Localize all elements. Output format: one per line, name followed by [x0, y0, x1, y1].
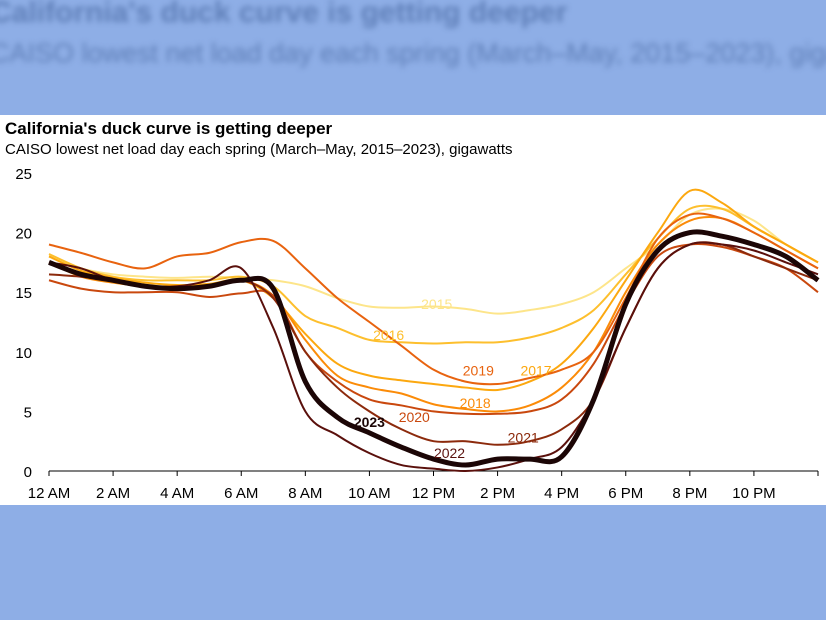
x-tick-label: 8 PM [672, 485, 707, 502]
chart-card: California's duck curve is getting deepe… [0, 115, 826, 505]
series-line-2023 [48, 229, 820, 468]
duck-curve-chart: 0 5 10 15 20 25 12 AM 2 AM 4 AM 6 AM 8 AM 10 AM 12 P… [15, 166, 820, 502]
series-label-2018: 2018 [460, 395, 491, 411]
series-label-2015: 2015 [421, 296, 452, 312]
series-label-2016: 2016 [373, 327, 404, 343]
x-tick-label: 12 PM [412, 485, 455, 502]
series-line-2019 [48, 212, 819, 386]
series-label-2019: 2019 [463, 363, 494, 379]
series-label-2023: 2023 [354, 414, 385, 430]
x-tick-label: 10 AM [348, 485, 391, 502]
x-tick-label: 4 PM [544, 485, 579, 502]
series-label-2020: 2020 [399, 409, 430, 425]
y-tick-label: 15 [15, 285, 32, 302]
blurred-subtitle: CAISO lowest net load day each spring (M… [0, 38, 826, 68]
chart-subtitle: CAISO lowest net load day each spring (M… [5, 141, 513, 158]
y-tick-label: 20 [15, 226, 32, 243]
series-label-2017: 2017 [520, 363, 551, 379]
x-tick-label: 6 PM [608, 485, 643, 502]
y-tick-label: 0 [24, 464, 32, 481]
blurred-background-bottom [0, 505, 826, 620]
series-line-2016 [48, 204, 819, 345]
x-tick-label: 2 PM [480, 485, 515, 502]
x-tick-label: 12 AM [28, 485, 71, 502]
series-label-2021: 2021 [508, 429, 539, 445]
x-tick-label: 8 AM [288, 485, 322, 502]
x-tick-label: 10 PM [732, 485, 775, 502]
x-tick-label: 4 AM [160, 485, 194, 502]
blurred-title: California's duck curve is getting deepe… [0, 0, 568, 29]
x-tick-label: 2 AM [96, 485, 130, 502]
series-label-2022: 2022 [434, 445, 465, 461]
series-line-2020 [48, 242, 819, 416]
chart-title: California's duck curve is getting deepe… [5, 119, 333, 138]
blurred-background-top: California's duck curve is getting deepe… [0, 0, 826, 115]
series-line-2018 [48, 216, 819, 413]
y-tick-label: 5 [24, 404, 32, 421]
x-tick-label: 6 AM [224, 485, 258, 502]
y-tick-label: 25 [15, 166, 32, 183]
y-tick-label: 10 [15, 345, 32, 362]
series-line-2017 [48, 188, 819, 392]
